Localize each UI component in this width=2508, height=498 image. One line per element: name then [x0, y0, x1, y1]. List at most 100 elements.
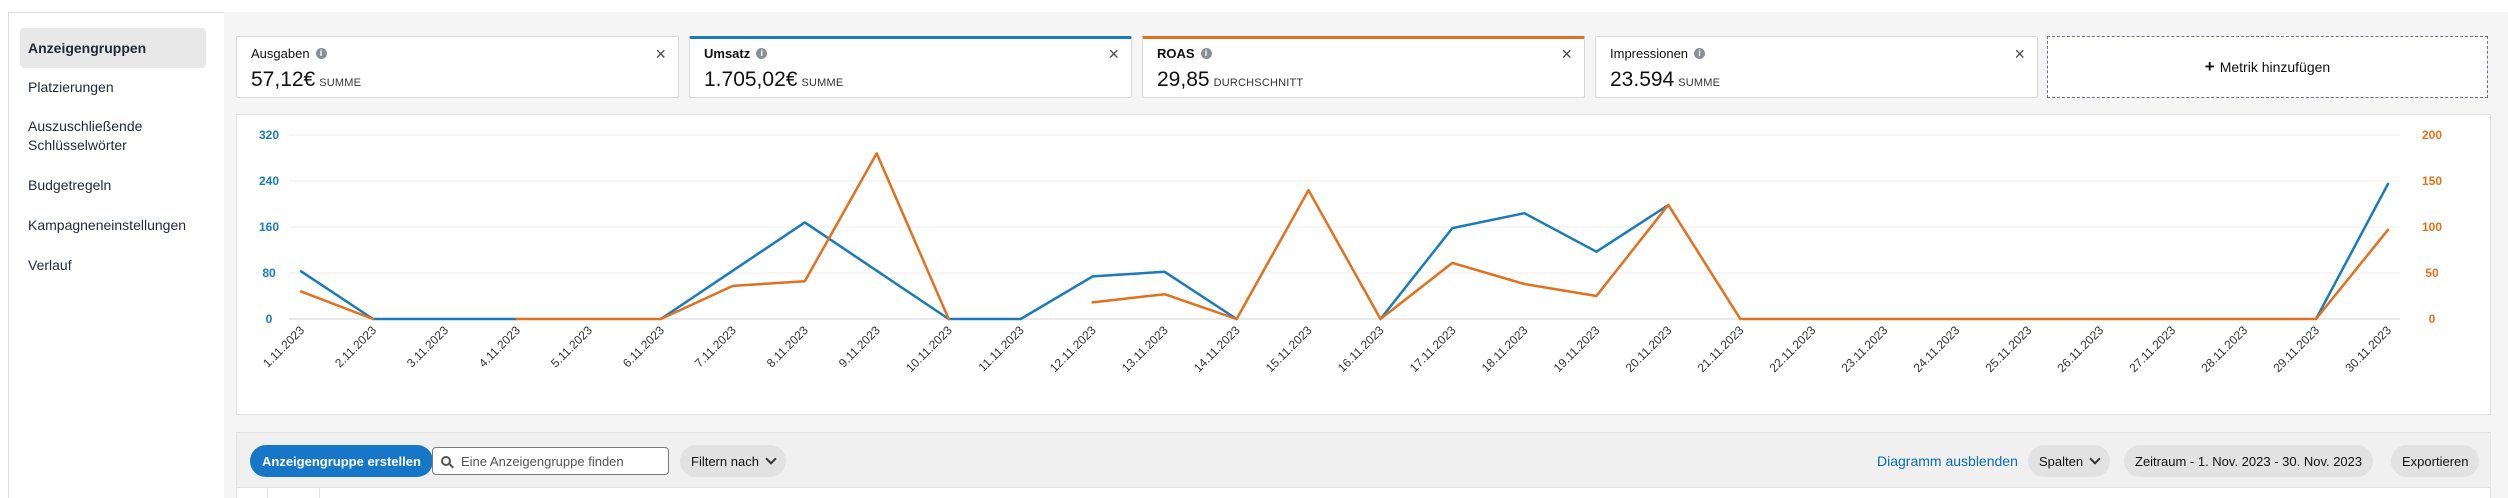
x-tick-label: 12.11.2023 — [1047, 323, 1099, 375]
x-tick-label: 22.11.2023 — [1767, 323, 1819, 375]
series-line-roas — [299, 290, 375, 321]
close-icon[interactable]: × — [2014, 44, 2025, 64]
sidebar-item-anzeigengruppen[interactable]: Anzeigengruppen — [20, 28, 206, 68]
close-icon[interactable]: × — [655, 44, 666, 64]
x-tick-label: 9.11.2023 — [836, 323, 883, 370]
sidebar-item-label: Platzierungen — [28, 79, 114, 95]
metric-value-row: 23.594 SUMME — [1610, 68, 1720, 92]
x-tick-label: 10.11.2023 — [903, 323, 955, 375]
export-label: Exportieren — [2402, 453, 2469, 469]
search-input[interactable] — [459, 452, 658, 470]
y-right-tick-label: 200 — [2422, 128, 2442, 142]
series-line-umsatz — [2314, 182, 2390, 321]
x-tick-label: 6.11.2023 — [620, 323, 667, 370]
x-tick-label: 25.11.2023 — [1983, 323, 2035, 375]
add-metric-button[interactable]: + Metrik hinzufügen — [2047, 36, 2488, 98]
columns-label: Spalten — [2039, 453, 2084, 469]
series-line-roas — [515, 152, 950, 321]
metric-value-row: 1.705,02€ SUMME — [704, 68, 843, 92]
metric-value: 1.705,02€ — [704, 68, 798, 91]
sidebar-item-budgetregeln[interactable]: Budgetregeln — [20, 176, 206, 195]
series-line-umsatz — [299, 270, 519, 321]
sidebar-item-verlauf[interactable]: Verlauf — [20, 256, 206, 275]
x-tick-label: 11.11.2023 — [976, 323, 1027, 374]
date-range-label: Zeitraum - 1. Nov. 2023 - 30. Nov. 2023 — [2135, 453, 2363, 469]
metric-card-impressionen[interactable]: Impressionen i × 23.594 SUMME — [1595, 36, 2038, 98]
x-tick-label: 30.11.2023 — [2342, 323, 2394, 375]
info-icon[interactable]: i — [1694, 48, 1706, 59]
x-tick-label: 17.11.2023 — [1407, 323, 1459, 375]
x-tick-label: 8.11.2023 — [764, 323, 811, 370]
metric-aggregation: SUMME — [319, 77, 362, 89]
series-line-umsatz — [659, 221, 1238, 321]
date-range-button[interactable]: Zeitraum - 1. Nov. 2023 - 30. Nov. 2023 — [2124, 445, 2374, 477]
filter-dropdown[interactable]: Filtern nach — [680, 445, 786, 477]
line-chart-svg: 0 80 160 240 320 0 50 100 150 200 1.11.2023 2.11.20… — [259, 128, 2442, 375]
metric-card-roas[interactable]: ROAS i × 29,85 DURCHSCHNITT — [1142, 36, 1585, 98]
info-icon[interactable]: i — [1200, 48, 1212, 59]
left-divider — [8, 12, 9, 498]
metric-value: 23.594 — [1610, 68, 1675, 91]
series-line-roas — [1091, 188, 2390, 321]
filter-label: Filtern nach — [691, 453, 759, 469]
x-tick-label: 20.11.2023 — [1623, 323, 1675, 375]
metric-value: 29,85 — [1157, 68, 1210, 91]
close-icon[interactable]: × — [1561, 44, 1572, 64]
metric-label: Impressionen — [1610, 46, 1689, 61]
info-icon[interactable]: i — [315, 48, 327, 59]
x-tick-label: 23.11.2023 — [1839, 323, 1891, 375]
info-icon[interactable]: i — [756, 48, 768, 59]
y-right-tick-label: 0 — [2429, 312, 2436, 326]
performance-chart: 0 80 160 240 320 0 50 100 150 200 1.11.2023 2.11.20… — [236, 114, 2491, 415]
metric-card-ausgaben[interactable]: Ausgaben i × 57,12€ SUMME — [236, 36, 679, 98]
y-right-tick-label: 50 — [2425, 266, 2439, 280]
column-separator — [319, 488, 320, 498]
x-tick-label: 5.11.2023 — [548, 323, 595, 370]
table-header-strip — [237, 487, 2490, 498]
x-tick-label: 27.11.2023 — [2126, 323, 2178, 375]
close-icon[interactable]: × — [1108, 44, 1119, 64]
sidebar-item-auszuschliessende-schluesselwoerter[interactable]: Auszuschließende Schlüsselwörter — [20, 117, 190, 155]
sidebar-item-platzierungen[interactable]: Platzierungen — [20, 78, 206, 97]
sidebar-item-kampagneneinstellungen[interactable]: Kampagneneinstellungen — [20, 216, 206, 235]
x-tick-label: 4.11.2023 — [476, 323, 523, 370]
metric-aggregation: DURCHSCHNITT — [1213, 77, 1304, 89]
x-tick-label: 2.11.2023 — [332, 323, 379, 370]
y-left-tick-label: 160 — [259, 220, 279, 234]
search-icon — [441, 456, 451, 466]
y-left-tick-label: 80 — [262, 266, 276, 280]
add-metric-label: Metrik hinzufügen — [2219, 59, 2331, 75]
create-ad-group-button[interactable]: Anzeigengruppe erstellen — [250, 445, 433, 477]
metric-label-row: ROAS i — [1157, 46, 1212, 61]
columns-dropdown[interactable]: Spalten — [2028, 445, 2111, 477]
column-separator — [267, 488, 268, 498]
sidebar-item-label: Auszuschließende Schlüsselwörter — [28, 118, 143, 153]
export-button[interactable]: Exportieren — [2391, 445, 2480, 477]
y-left-tick-label: 320 — [259, 128, 279, 142]
x-tick-label: 19.11.2023 — [1551, 323, 1603, 375]
x-tick-label: 7.11.2023 — [692, 323, 739, 370]
sidebar-item-label: Anzeigengruppen — [28, 39, 147, 56]
x-tick-label: 24.11.2023 — [1911, 323, 1963, 375]
metric-label-row: Umsatz i — [704, 46, 768, 61]
series-line-umsatz — [1379, 203, 1670, 321]
y-left-tick-label: 0 — [266, 312, 273, 326]
x-tick-label: 14.11.2023 — [1191, 323, 1243, 375]
metric-aggregation: SUMME — [1678, 77, 1721, 89]
metric-value-row: 29,85 DURCHSCHNITT — [1157, 68, 1303, 92]
x-tick-label: 16.11.2023 — [1335, 323, 1387, 375]
x-tick-label: 18.11.2023 — [1479, 323, 1531, 375]
x-tick-label: 3.11.2023 — [404, 323, 451, 370]
table-toolbar: Anzeigengruppe erstellen Filtern nach Di… — [236, 432, 2491, 498]
y-left-tick-label: 240 — [259, 174, 279, 188]
sidebar-item-label: Verlauf — [28, 257, 72, 273]
hide-chart-link[interactable]: Diagramm ausblenden — [1877, 453, 2018, 469]
search-box[interactable] — [432, 447, 669, 475]
chevron-down-icon — [2089, 453, 2101, 465]
metric-card-umsatz[interactable]: Umsatz i × 1.705,02€ SUMME — [689, 36, 1132, 98]
metric-label: ROAS — [1157, 46, 1195, 61]
x-tick-label: 21.11.2023 — [1695, 323, 1747, 375]
metric-label-row: Impressionen i — [1610, 46, 1706, 61]
plus-icon: + — [2204, 57, 2215, 76]
